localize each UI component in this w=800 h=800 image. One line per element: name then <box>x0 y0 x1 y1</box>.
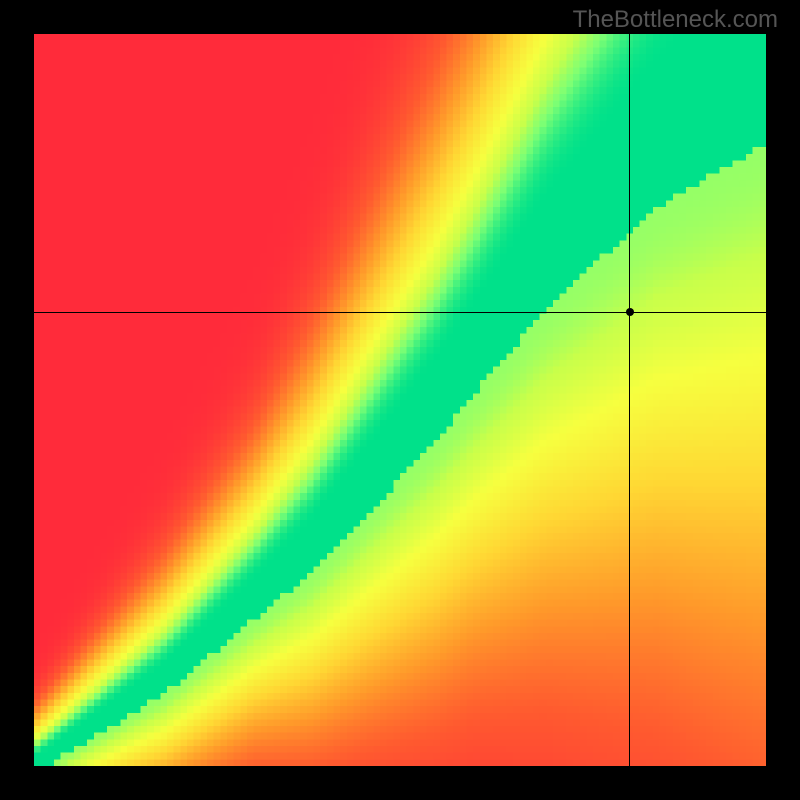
watermark-text: TheBottleneck.com <box>573 6 778 34</box>
bottleneck-heatmap <box>34 34 766 766</box>
crosshair-horizontal <box>34 312 766 313</box>
chart-container: TheBottleneck.com <box>0 0 800 800</box>
crosshair-vertical <box>629 34 630 766</box>
crosshair-marker <box>626 308 634 316</box>
